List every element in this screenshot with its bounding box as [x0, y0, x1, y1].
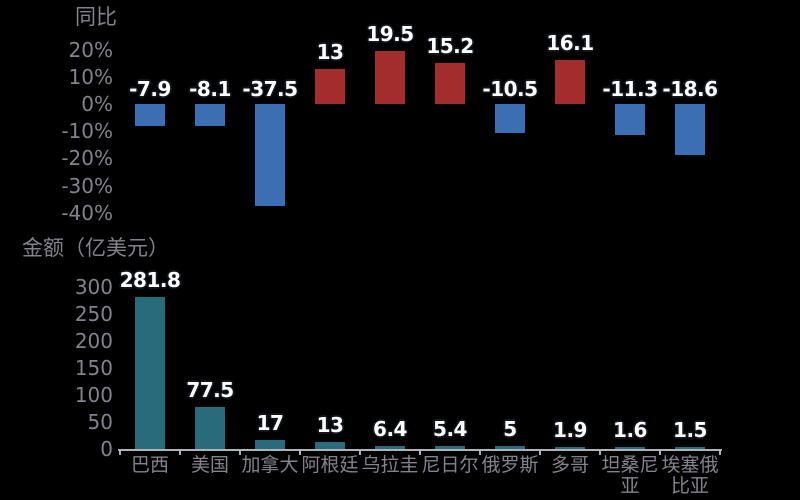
data-label: -8.1 — [189, 77, 231, 101]
x-axis-label: 加拿大 — [241, 454, 299, 476]
amount-chart-title: 金额（亿美元） — [22, 236, 169, 260]
y-tick-label: 150 — [74, 356, 113, 380]
x-axis-tick — [179, 451, 181, 455]
bar-多哥 — [555, 447, 585, 449]
y-tick-label: 250 — [74, 302, 113, 326]
y-tick-label: -10% — [61, 119, 113, 144]
data-label: 77.5 — [186, 378, 234, 403]
x-axis-label: 俄罗斯 — [481, 454, 539, 476]
data-label: 13 — [316, 39, 344, 64]
x-axis-tick — [419, 451, 421, 455]
x-axis-tick — [119, 451, 121, 455]
y-tick-label: 300 — [74, 275, 113, 299]
bar-乌拉圭 — [375, 445, 405, 449]
bar-坦桑尼亚 — [615, 104, 645, 135]
y-tick-label: 10% — [68, 64, 113, 89]
x-axis-label: 埃塞俄比亚 — [661, 454, 719, 497]
data-label: 17 — [256, 410, 284, 435]
bar-埃塞俄比亚 — [675, 447, 705, 449]
bar-乌拉圭 — [375, 51, 405, 104]
data-label: 1.5 — [673, 418, 707, 442]
x-axis-label: 阿根廷 — [301, 454, 359, 476]
x-axis-label: 美国 — [190, 454, 229, 476]
x-axis-label: 乌拉圭 — [361, 454, 419, 476]
x-axis-tick — [359, 451, 361, 455]
x-axis-tick — [479, 451, 481, 455]
x-axis-tick — [659, 451, 661, 455]
bar-多哥 — [555, 60, 585, 104]
y-tick-label: 50 — [87, 410, 113, 434]
x-axis-tick — [599, 451, 601, 455]
x-axis-label: 坦桑尼亚 — [601, 454, 659, 497]
data-label: 19.5 — [366, 22, 414, 46]
bar-加拿大 — [255, 439, 285, 449]
bar-埃塞俄比亚 — [675, 104, 705, 155]
data-label: -10.5 — [482, 77, 538, 101]
y-tick-label: -20% — [61, 146, 113, 171]
bar-阿根廷 — [315, 442, 345, 449]
bar-坦桑尼亚 — [615, 447, 645, 449]
bar-美国 — [195, 104, 225, 126]
x-axis-label: 多哥 — [550, 454, 589, 476]
data-label: 6.4 — [373, 416, 407, 441]
x-axis-tick — [539, 451, 541, 455]
bar-尼日尔 — [435, 446, 465, 449]
y-tick-label: 0% — [81, 92, 113, 116]
data-label: 13 — [316, 413, 344, 437]
data-label: 16.1 — [546, 31, 594, 56]
data-label: -37.5 — [242, 77, 298, 101]
data-label: 5 — [503, 417, 517, 442]
data-label: -7.9 — [129, 77, 171, 101]
x-axis-label: 尼日尔 — [421, 454, 479, 476]
y-tick-label: -40% — [61, 200, 113, 225]
data-label: 5.4 — [433, 417, 467, 442]
data-label: 1.9 — [553, 418, 587, 442]
y-tick-label: 200 — [74, 329, 113, 353]
x-axis-tick — [719, 451, 721, 455]
x-axis-line — [118, 449, 722, 451]
x-axis-tick — [239, 451, 241, 455]
y-tick-label: 0 — [100, 437, 113, 461]
bar-巴西 — [135, 296, 165, 449]
bar-俄罗斯 — [495, 446, 525, 449]
data-label: -18.6 — [662, 77, 718, 101]
bar-尼日尔 — [435, 62, 465, 104]
x-axis-tick — [299, 451, 301, 455]
y-tick-label: -30% — [61, 173, 113, 198]
bar-俄罗斯 — [495, 104, 525, 133]
bar-加拿大 — [255, 104, 285, 206]
data-label: 281.8 — [119, 267, 181, 292]
bar-美国 — [195, 407, 225, 449]
data-label: 1.6 — [613, 418, 647, 442]
yoy-chart-title: 同比 — [75, 5, 117, 29]
data-label: -11.3 — [602, 77, 658, 101]
y-tick-label: 20% — [68, 37, 113, 62]
y-tick-label: 100 — [74, 383, 113, 407]
bar-阿根廷 — [315, 68, 345, 104]
x-axis-label: 巴西 — [130, 454, 169, 476]
bar-巴西 — [135, 104, 165, 126]
data-label: 15.2 — [426, 33, 474, 58]
